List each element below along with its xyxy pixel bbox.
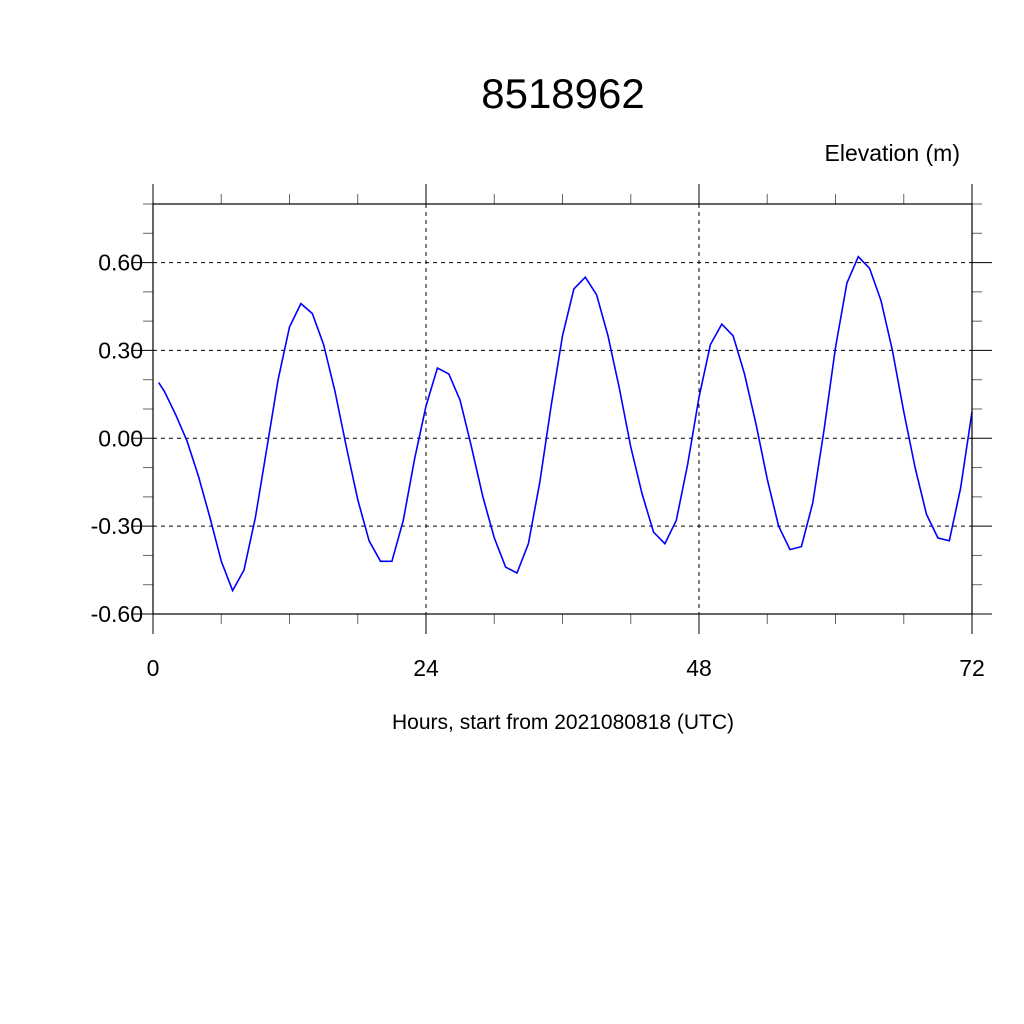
tick-labels: 0 24 48 72 -0.60 -0.30 0.00 0.30 0.60 — [91, 250, 985, 681]
y-tick-label: 0.60 — [98, 250, 143, 276]
y-tick-label: 0.30 — [98, 337, 143, 363]
y-tick-label: -0.60 — [91, 601, 143, 627]
x-tick-label: 24 — [413, 655, 439, 681]
grid-lines — [153, 204, 972, 614]
x-axis-label: Hours, start from 2021080818 (UTC) — [392, 711, 734, 734]
y-tick-label: -0.30 — [91, 513, 143, 539]
y-tick-label: 0.00 — [98, 425, 143, 451]
plot-frame — [152, 203, 973, 615]
chart-title: 8518962 — [481, 70, 645, 117]
x-tick-label: 48 — [686, 655, 712, 681]
axis-ticks — [133, 184, 992, 634]
y-axis-label: Elevation (m) — [825, 140, 960, 166]
elevation-series-line — [158, 255, 973, 593]
x-tick-label: 0 — [147, 655, 160, 681]
x-tick-label: 72 — [959, 655, 985, 681]
